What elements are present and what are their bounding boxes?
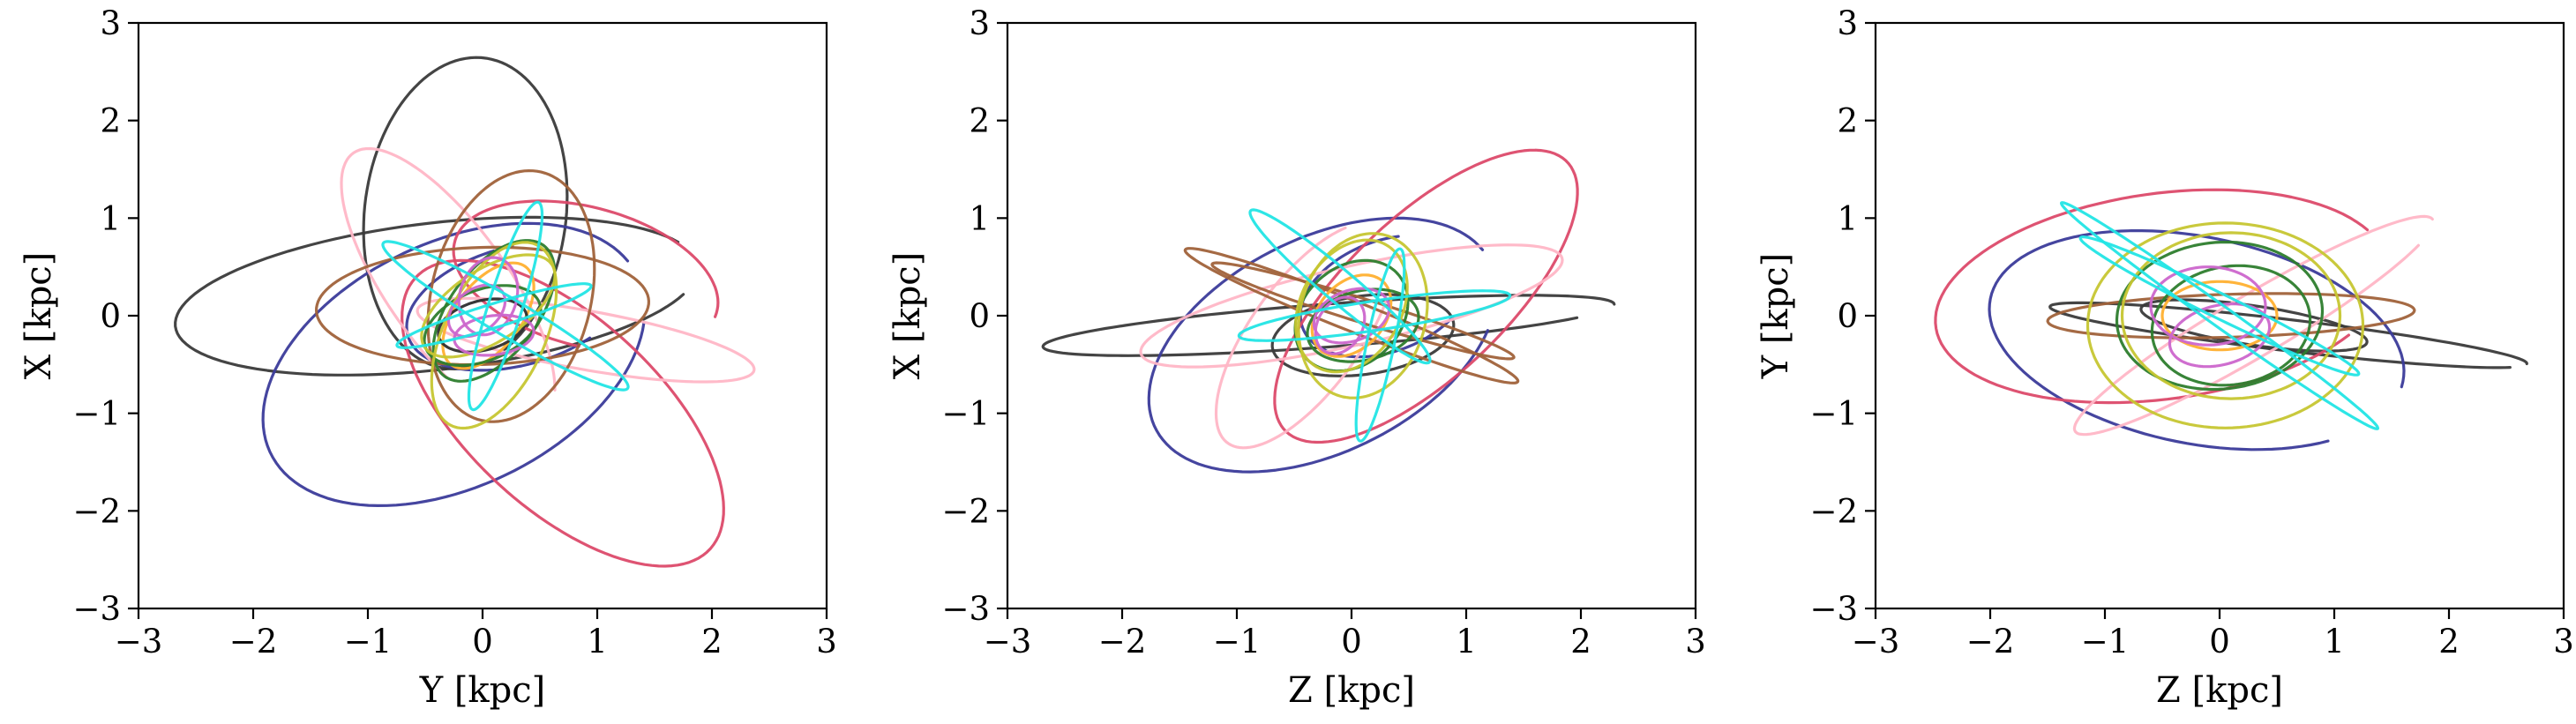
orbit-series-7-segment-1 [2120, 231, 2342, 400]
panel-z-y-frame [1874, 21, 2565, 610]
orbit-series-1-segment-0 [1147, 216, 1490, 474]
panel-y-x-orbits [174, 56, 756, 568]
panel-y-x-ticks: −3 −2 −1 0 1 2 3 −3 −2 −1 0 1 2 3 [72, 4, 836, 661]
orbit-series-9-segment-1 [2078, 235, 2361, 377]
orbit-series-3-segment-0 [2072, 214, 2434, 437]
orbit-series-2-segment-0 [1273, 148, 1579, 444]
x-tick-label: 0 [2209, 623, 2230, 661]
orbit-series-3-segment-1 [1214, 226, 1388, 450]
x-tick-label: −2 [229, 623, 278, 661]
x-tick-label: −3 [984, 623, 1032, 661]
orbit-series-10-segment-2 [395, 282, 593, 349]
orbit-series-2-segment-1 [452, 199, 720, 348]
orbit-series-6-segment-1 [2150, 264, 2312, 387]
x-tick-label: 2 [701, 623, 723, 661]
y-tick-label: −3 [72, 590, 121, 628]
y-tick-label: −2 [941, 492, 990, 530]
orbit-series-8-segment-1 [1314, 295, 1367, 355]
x-tick-label: −3 [1852, 623, 1900, 661]
panel-z-y-xlabel: Z [kpc] [2156, 670, 2283, 711]
orbit-series-9-segment-0 [2060, 201, 2379, 430]
orbit-series-9-segment-1 [453, 313, 535, 357]
x-tick-label: −3 [115, 623, 163, 661]
orbit-series-4-segment-1 [315, 245, 651, 367]
orbit-series-4-segment-0 [1183, 247, 1520, 384]
orbit-series-2-segment-0 [401, 258, 725, 568]
x-tick-label: 1 [2324, 623, 2345, 661]
panel-z-y-ticks: −3 −2 −1 0 1 2 3 −3 −2 −1 0 1 2 3 [1809, 4, 2573, 661]
y-tick-label: −3 [1809, 590, 1858, 628]
panel-z-x-ticks: −3 −2 −1 0 1 2 3 −3 −2 −1 0 1 2 3 [941, 4, 1705, 661]
x-tick-label: 2 [2438, 623, 2460, 661]
orbit-series-3-segment-1 [416, 296, 756, 384]
x-tick-label: −2 [1098, 623, 1147, 661]
orbit-series-1-segment-0 [261, 221, 646, 508]
y-tick-label: −2 [72, 492, 121, 530]
panel-z-y-ylabel: Y [kpc] [1756, 253, 1796, 380]
orbit-series-7-segment-0 [2086, 221, 2365, 429]
panel-y-x-xlabel: Y [kpc] [419, 670, 546, 711]
panel-y-x-ylabel: X [kpc] [19, 252, 59, 380]
orbit-series-8-segment-1 [420, 253, 557, 359]
panel-z-x-ylabel: X [kpc] [887, 252, 928, 380]
x-tick-label: 0 [472, 623, 493, 661]
y-tick-label: 0 [969, 297, 990, 335]
x-tick-label: −1 [344, 623, 393, 661]
x-tick-label: 3 [2553, 623, 2574, 661]
x-tick-label: 1 [587, 623, 608, 661]
y-tick-label: 2 [969, 102, 990, 140]
orbit-series-7-segment-1 [1294, 238, 1409, 374]
y-tick-label: 1 [100, 199, 121, 237]
orbit-series-3-segment-0 [1139, 243, 1564, 369]
y-tick-label: 1 [1837, 199, 1858, 237]
x-tick-label: −1 [1213, 623, 1262, 661]
orbit-series-6-segment-0 [2115, 240, 2325, 392]
y-tick-label: −1 [941, 395, 990, 433]
y-tick-label: 0 [1837, 297, 1858, 335]
y-tick-label: −2 [1809, 492, 1858, 530]
orbit-series-6-segment-1 [1306, 287, 1420, 363]
orbit-series-9-segment-1 [1248, 208, 1432, 365]
orbit-series-4-segment-0 [2046, 292, 2416, 340]
x-tick-label: −2 [1966, 623, 2015, 661]
panel-z-x-xlabel: Z [kpc] [1288, 670, 1415, 711]
orbit-series-10-segment-1 [467, 200, 544, 412]
panel-z-x: −3 −2 −1 0 1 2 3 −3 −2 −1 0 1 2 3 Z [kpc] X [kpc] [887, 4, 1706, 711]
orbit-series-9-segment-2 [1354, 247, 1406, 443]
x-tick-label: 3 [1685, 623, 1706, 661]
panel-z-x-orbits [1041, 148, 1616, 474]
orbit-series-1-segment-0 [1988, 229, 2406, 452]
y-tick-label: 3 [1837, 4, 1858, 42]
y-tick-label: 2 [1837, 102, 1858, 140]
y-tick-label: 0 [100, 297, 121, 335]
x-tick-label: 3 [816, 623, 837, 661]
y-tick-label: 3 [100, 4, 121, 42]
orbit-series-9-segment-0 [1237, 289, 1512, 342]
x-tick-label: 0 [1341, 623, 1362, 661]
y-tick-label: 2 [100, 102, 121, 140]
panel-z-y: −3 −2 −1 0 1 2 3 −3 −2 −1 0 1 2 3 Z [kpc] Y [kpc] [1756, 4, 2574, 711]
orbit-series-0-segment-0 [362, 56, 569, 370]
orbit-series-9-segment-2 [446, 283, 507, 339]
orbit-series-0-segment-1 [174, 215, 685, 377]
y-tick-label: −1 [72, 395, 121, 433]
x-tick-label: 2 [1570, 623, 1591, 661]
y-tick-label: −1 [1809, 395, 1858, 433]
orbit-series-10-segment-0 [381, 240, 630, 392]
y-tick-label: 3 [969, 4, 990, 42]
x-tick-label: −1 [2081, 623, 2130, 661]
orbit-series-4-segment-1 [1210, 261, 1516, 361]
panel-y-x: −3 −2 −1 0 1 2 3 −3 −2 −1 0 1 2 3 Y [kpc] X [kpc] [19, 4, 837, 711]
y-tick-label: −3 [941, 590, 990, 628]
orbit-series-2-segment-0 [1934, 188, 2370, 405]
y-tick-label: 1 [969, 199, 990, 237]
x-tick-label: 1 [1456, 623, 1477, 661]
panel-z-y-orbits [1934, 188, 2528, 452]
orbit-series-5-segment-0 [2160, 280, 2279, 352]
